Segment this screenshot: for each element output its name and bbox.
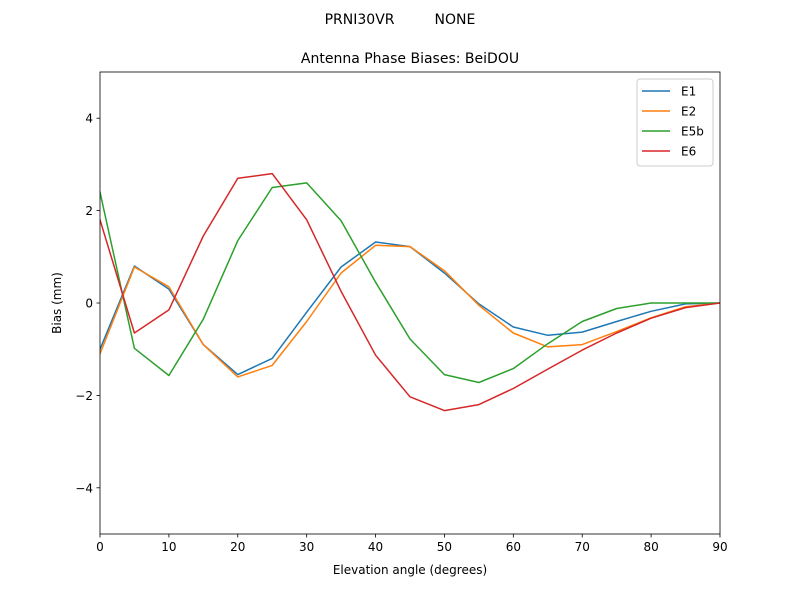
x-axis-label: Elevation angle (degrees) — [333, 563, 487, 577]
y-axis-label: Bias (mm) — [50, 272, 64, 334]
x-tick-label: 60 — [506, 540, 521, 554]
y-tick-label: −2 — [75, 389, 93, 403]
y-tick-label: −4 — [75, 481, 93, 495]
x-axis-ticks: 0 10 20 30 40 50 60 70 80 90 — [96, 534, 728, 554]
plot-frame — [99, 71, 721, 535]
x-tick-label: 40 — [368, 540, 383, 554]
legend-label-e6: E6 — [681, 145, 696, 159]
y-axis-ticks: −4 −2 0 2 4 — [75, 112, 100, 495]
x-tick-label: 50 — [437, 540, 452, 554]
legend-label-e1: E1 — [681, 85, 696, 99]
chart-title: Antenna Phase Biases: BeiDOU — [301, 51, 519, 67]
y-tick-label: 2 — [85, 204, 93, 218]
x-tick-label: 0 — [96, 540, 104, 554]
legend-label-e5b: E5b — [681, 125, 704, 139]
legend-label-e2: E2 — [681, 105, 696, 119]
y-tick-label: 4 — [85, 112, 93, 126]
x-tick-label: 90 — [712, 540, 727, 554]
series-lines — [100, 172, 720, 412]
x-tick-label: 70 — [575, 540, 590, 554]
series-line-e6 — [100, 172, 720, 412]
series-line-e5b — [100, 182, 720, 384]
x-tick-label: 80 — [643, 540, 658, 554]
x-tick-label: 20 — [230, 540, 245, 554]
y-tick-label: 0 — [85, 297, 93, 311]
legend-frame — [636, 78, 714, 167]
figure-suptitle: PRNI30VR NONE — [325, 12, 476, 28]
x-tick-label: 30 — [299, 540, 314, 554]
series-line-e2 — [100, 244, 720, 378]
legend: E1 E2 E5b E6 — [636, 78, 714, 167]
x-tick-label: 10 — [161, 540, 176, 554]
